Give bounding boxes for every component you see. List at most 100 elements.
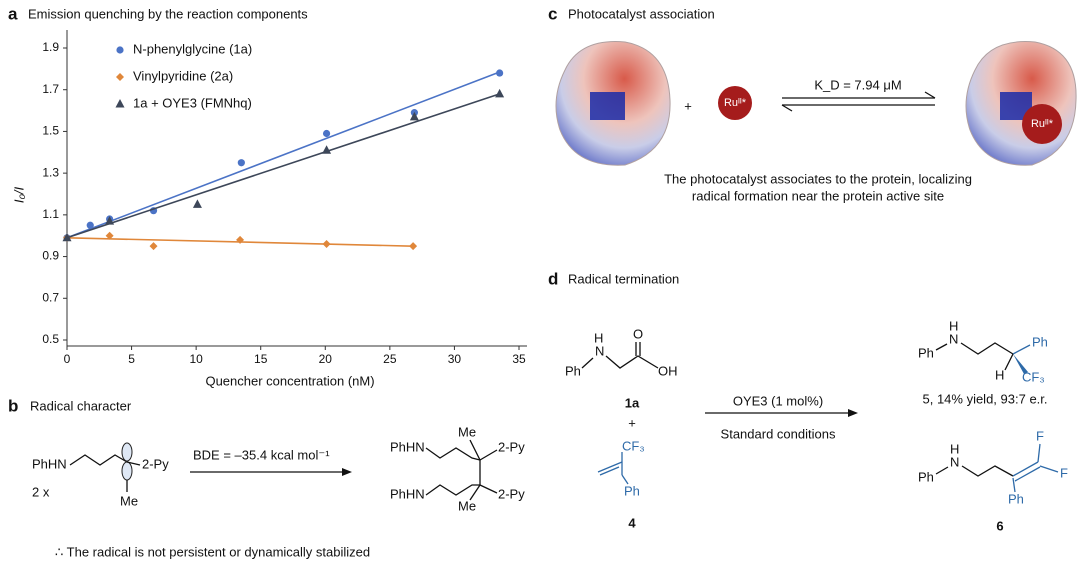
point [496, 69, 504, 77]
panel-label: c [548, 4, 557, 23]
compound-caption: 5, 14% yield, 93:7 e.r. [922, 391, 1047, 406]
bond [935, 466, 949, 475]
atom: 2-Py [498, 439, 525, 454]
y-axis-label: I₀/I [11, 186, 26, 203]
panel-d: d Radical termination Ph N H O OH 1a + C… [548, 269, 1068, 533]
arrow-head [781, 104, 793, 112]
catalyst-label: Ruᴵᴵ* [724, 97, 747, 109]
atom: O [633, 326, 643, 341]
plus: + [628, 415, 636, 430]
atom: H [950, 441, 959, 456]
atom: OH [658, 363, 678, 378]
y-tick-label: 1.9 [42, 40, 59, 54]
bond [961, 465, 1014, 477]
y-tick-label: 0.7 [42, 290, 59, 304]
bond [69, 454, 128, 466]
bond [621, 474, 629, 485]
atom: Ph [918, 469, 934, 484]
x-tick-label: 30 [448, 352, 462, 366]
compound-id: 4 [628, 515, 636, 530]
atom: PhHN [390, 486, 425, 501]
arrow-head [848, 409, 858, 417]
atom: 2-Py [142, 456, 169, 471]
bond [605, 355, 659, 369]
bond [469, 439, 481, 461]
panel-c: c Photocatalyst association + Ruᴵᴵ* K_D … [548, 4, 1077, 203]
catalyst [1022, 104, 1062, 144]
text: 2 x [32, 484, 50, 499]
atom: H [594, 330, 603, 345]
x-tick-label: 35 [512, 352, 526, 366]
atom: Me [458, 498, 476, 513]
conditions: BDE = –35.4 kcal mol⁻¹ [193, 447, 330, 462]
fit-line [66, 93, 500, 239]
point [192, 199, 202, 208]
panel-b: b Radical character PhHN 2-Py Me 2 x BDE… [8, 396, 525, 559]
atom: 2-Py [498, 486, 525, 501]
atom: PhHN [32, 456, 67, 471]
bond [425, 484, 480, 496]
atom: F [1060, 465, 1068, 480]
y-tick-label: 1.1 [42, 207, 59, 221]
compound-id: 1a [625, 395, 640, 410]
kd: K_D = 7.94 μM [814, 77, 901, 92]
atom: CF₃ [1022, 369, 1045, 384]
bond [599, 466, 620, 476]
bond [960, 342, 1014, 355]
legend-marker [116, 46, 124, 54]
point [149, 242, 158, 251]
point [236, 235, 245, 244]
arrow-head [924, 91, 936, 99]
atom: CF₃ [622, 438, 645, 453]
conditions: Standard conditions [721, 426, 836, 441]
atom: Ph [1008, 491, 1024, 506]
active-site [590, 92, 625, 120]
point [322, 129, 331, 138]
x-axis-label: Quencher concentration (nM) [205, 373, 374, 388]
point [495, 88, 505, 98]
orbital [121, 461, 133, 481]
point [86, 221, 94, 229]
panel-label: a [8, 4, 18, 23]
y-tick-label: 0.5 [42, 332, 59, 346]
atom: N [949, 331, 958, 346]
chart-title: Emission quenching by the reaction compo… [28, 6, 308, 21]
y-tick-label: 0.9 [42, 249, 59, 263]
point [62, 232, 72, 242]
atom: PhHN [390, 439, 425, 454]
bond [1039, 465, 1059, 473]
x-tick-label: 15 [254, 352, 268, 366]
atom: H [949, 318, 958, 333]
wedge [1013, 354, 1028, 374]
legend-label: N-phenylglycine (1a) [133, 41, 252, 56]
atom: F [1036, 428, 1044, 443]
point [322, 145, 332, 154]
bond [479, 484, 498, 494]
x-tick-label: 5 [128, 352, 135, 366]
point [105, 231, 114, 240]
x-tick-label: 0 [64, 352, 71, 366]
atom: N [595, 343, 604, 358]
plus: + [684, 98, 692, 113]
point [409, 111, 419, 121]
atom: N [950, 454, 959, 469]
panel-label: d [548, 269, 558, 288]
atom: Ph [918, 345, 934, 360]
bond [597, 461, 623, 473]
bond [1012, 344, 1031, 355]
legend-marker [115, 99, 125, 108]
atom: Ph [565, 363, 581, 378]
atom: Ph [624, 483, 640, 498]
bond [126, 461, 141, 466]
catalyst [718, 86, 752, 120]
y-tick-label: 1.3 [42, 165, 59, 179]
point [237, 159, 245, 167]
panel-label: b [8, 396, 18, 415]
point [322, 240, 331, 249]
compound-id: 6 [996, 518, 1003, 533]
bond [469, 484, 481, 501]
x-tick-label: 10 [189, 352, 203, 366]
bond [935, 343, 948, 351]
x-tick-label: 20 [319, 352, 333, 366]
